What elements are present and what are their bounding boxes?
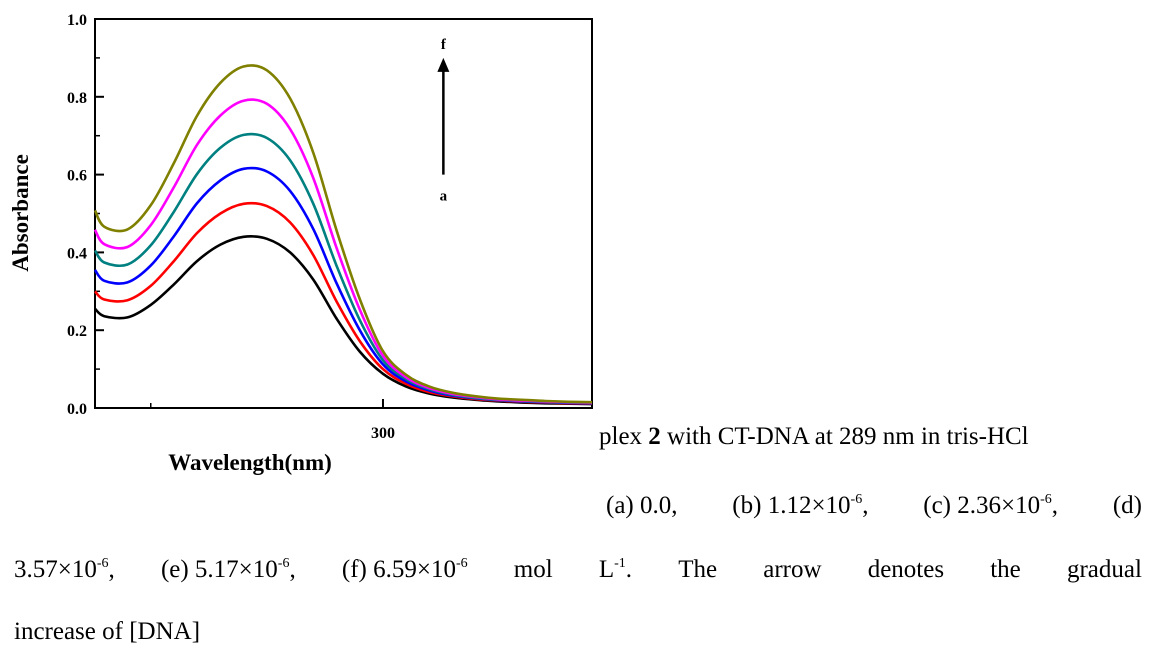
y-tick-label: 1.0 xyxy=(67,12,87,29)
x-tick-label: 300 xyxy=(371,425,395,442)
conc-f: (f) 6.59×10-6 xyxy=(341,556,468,583)
complex-number: 2 xyxy=(648,423,661,450)
caption-word: gradual xyxy=(1066,556,1142,583)
caption-word: the xyxy=(990,556,1021,583)
conc-b: (b) 1.12×10-6, xyxy=(732,492,869,519)
caption-line-4: increase of [DNA] xyxy=(14,618,201,645)
absorption-curves xyxy=(93,64,593,406)
unit-mol: mol xyxy=(513,556,553,583)
caption-line-1: plex 2 with CT-DNA at 289 nm in tris-HCl xyxy=(599,422,1029,452)
conc-a: (a) 0.0, xyxy=(606,492,678,519)
absorption-curve-f xyxy=(93,64,593,404)
plot-axes: 0.0 0.2 0.4 0.6 0.8 1.0 300 xyxy=(67,12,593,442)
caption-text: plex xyxy=(599,423,649,450)
caption-text: with CT-DNA at 289 nm in tris-HCl xyxy=(660,423,1029,450)
arrow-label-top: f xyxy=(441,37,447,53)
arrow-label-bottom: a xyxy=(440,189,448,205)
absorption-curve-a xyxy=(94,235,593,406)
y-tick-label: 0.6 xyxy=(67,168,87,185)
y-tick-label: 0.2 xyxy=(67,323,87,340)
titration-arrow-annotation: fa xyxy=(437,37,450,205)
caption-word: denotes xyxy=(867,556,945,583)
arrow-head xyxy=(437,57,450,72)
conc-c: (c) 2.36×10-6, xyxy=(923,492,1059,519)
caption-word: arrow xyxy=(763,556,822,583)
y-tick-label: 0.4 xyxy=(67,245,87,262)
absorption-curve-b xyxy=(94,201,593,405)
conc-e: (e) 5.17×10-6, xyxy=(160,556,296,583)
unit-l: L-1. xyxy=(598,556,633,583)
caption-line-3: 3.57×10-6, (e) 5.17×10-6, (f) 6.59×10-6 … xyxy=(14,555,1142,589)
caption-line-2: (a) 0.0, (b) 1.12×10-6, (c) 2.36×10-6, (… xyxy=(606,491,1142,525)
y-tick-label: 0.8 xyxy=(67,90,87,107)
x-axis-label: Wavelength(nm) xyxy=(168,450,332,475)
conc-d-label: (d) xyxy=(1112,492,1142,519)
y-axis-label: Absorbance xyxy=(8,154,33,272)
plot-frame xyxy=(94,18,593,409)
y-tick-label: 0.0 xyxy=(67,401,87,418)
caption-word: The xyxy=(678,556,718,583)
conc-d: 3.57×10-6, xyxy=(14,556,115,583)
